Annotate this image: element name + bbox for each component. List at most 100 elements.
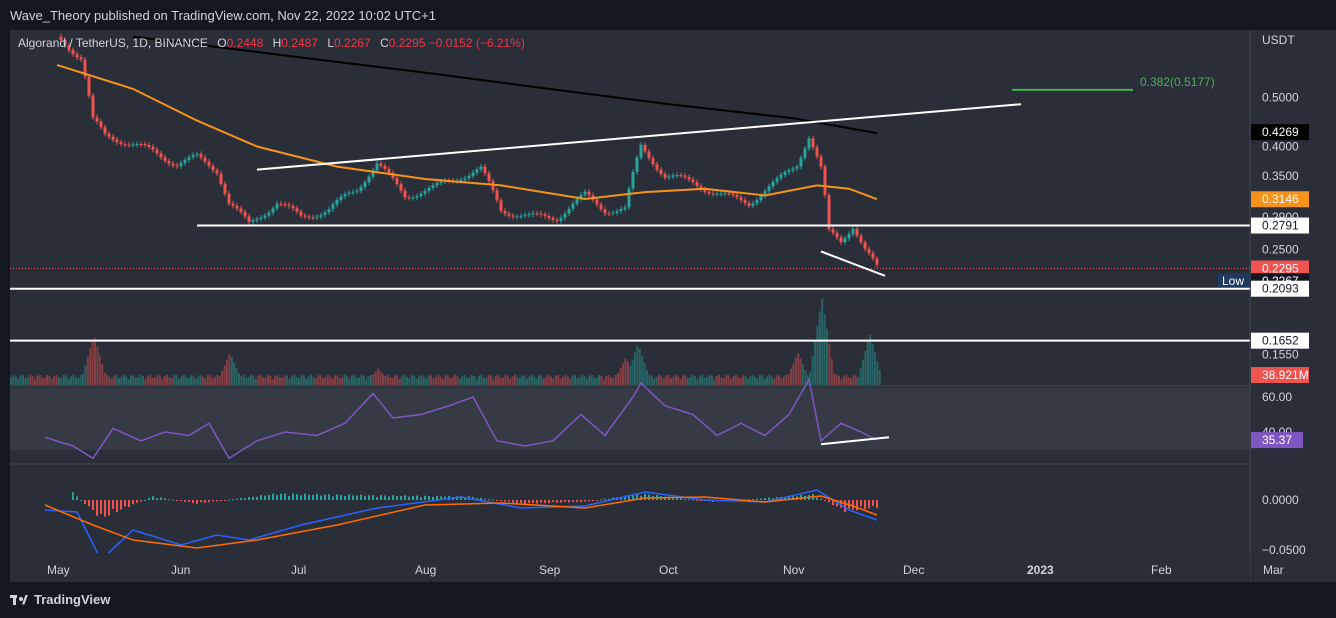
candle-body — [183, 159, 187, 164]
volume-bar — [499, 377, 502, 385]
macd-hist-bar — [816, 497, 818, 500]
volume-bar — [262, 377, 264, 385]
volume-bar — [432, 378, 435, 385]
volume-bar — [127, 379, 130, 385]
volume-bar — [209, 375, 212, 385]
macd-hist-bar — [324, 494, 326, 500]
macd-hist-bar — [636, 493, 638, 500]
candle-body — [547, 216, 551, 219]
candle-body — [435, 182, 439, 186]
volume-bar — [182, 374, 185, 385]
chart-frame[interactable] — [10, 30, 1336, 582]
macd-hist-bar — [424, 495, 426, 500]
volume-bar — [322, 378, 324, 385]
macd-hist-bar — [600, 499, 602, 501]
ema-line — [56, 63, 878, 201]
macd-hist-bar — [484, 498, 486, 500]
macd-hist-bar — [184, 500, 186, 502]
macd-hist-bar — [128, 500, 130, 508]
macd-hist-bar — [644, 493, 646, 500]
volume-bar — [62, 375, 65, 385]
candle-body — [619, 209, 623, 212]
volume-bar — [485, 377, 488, 385]
macd-tick: −0.0500 — [1262, 543, 1306, 557]
volume-bar — [612, 377, 615, 385]
macd-hist-bar — [824, 500, 826, 501]
candle-body — [639, 144, 643, 158]
volume-bar — [638, 348, 641, 385]
volume-bar — [374, 371, 377, 385]
x-tick-May: May — [47, 563, 70, 577]
volume-bar — [103, 372, 106, 385]
macd-hist-bar — [700, 500, 702, 501]
volume-bar — [734, 374, 737, 385]
volume-bar — [542, 378, 545, 385]
macd-hist-bar — [752, 499, 754, 501]
volume-histogram — [10, 298, 881, 385]
candle-body — [795, 166, 799, 169]
candle-body — [811, 138, 815, 148]
volume-bar — [490, 375, 492, 385]
macd-hist-bar — [372, 495, 374, 500]
volume-bar — [533, 376, 536, 385]
candle-body — [431, 185, 435, 188]
volume-bar — [420, 374, 423, 385]
volume-bar — [202, 376, 204, 385]
candle-body — [71, 50, 75, 55]
x-tick-Nov: Nov — [783, 563, 804, 577]
volume-bar — [77, 378, 80, 385]
candle-body — [103, 127, 107, 134]
macd-hist-bar — [320, 495, 322, 500]
macd-hist-bar — [364, 496, 366, 500]
volume-bar — [562, 376, 564, 385]
volume-bar — [74, 376, 77, 385]
candle-body — [583, 191, 587, 195]
volume-bar — [737, 377, 740, 385]
volume-bar — [754, 376, 756, 385]
volume-bar — [691, 374, 694, 385]
ema-label: 0.3146 — [1262, 192, 1299, 206]
volume-bar — [706, 377, 708, 385]
volume-bar — [682, 375, 684, 385]
macd-hist-bar — [268, 495, 270, 500]
volume-bar — [221, 370, 224, 385]
macd-hist-bar — [84, 500, 86, 504]
volume-bar — [830, 358, 833, 385]
candle-body — [83, 59, 87, 77]
volume-bar — [770, 376, 773, 385]
volume-bar — [101, 364, 104, 385]
candle-body — [95, 117, 99, 122]
volume-bar — [302, 375, 305, 385]
macd-hist-bar — [224, 500, 226, 501]
footer-brand[interactable]: TradingView — [10, 592, 110, 607]
macd-hist-bar — [176, 500, 178, 501]
macd-hist-bar — [188, 500, 190, 502]
volume-bar — [192, 375, 195, 385]
volume-bar — [713, 379, 716, 385]
volume-bar — [115, 375, 118, 385]
macd-hist-bar — [376, 496, 378, 500]
macd-hist-bar — [116, 500, 118, 513]
volume-bar — [840, 379, 843, 385]
volume-bar — [658, 374, 660, 385]
volume-bar — [492, 379, 495, 385]
volume-bar — [382, 374, 384, 385]
candle-body — [219, 173, 223, 184]
volume-bar — [422, 376, 425, 385]
x-tick-Mar: Mar — [1263, 563, 1284, 577]
close-label: C — [380, 36, 389, 50]
volume-bar — [134, 377, 137, 385]
macd-hist-bar — [524, 500, 526, 504]
volume-bar — [283, 375, 286, 385]
volume-bar — [194, 378, 197, 385]
candle-body — [271, 208, 275, 213]
volume-bar — [502, 377, 504, 385]
volume-bar — [370, 375, 372, 385]
volume-bar — [847, 377, 850, 385]
level-label-0.2791: 0.2791 — [1262, 219, 1299, 233]
volume-bar — [574, 375, 576, 385]
volume-bar — [787, 374, 790, 385]
candle-body — [651, 158, 655, 165]
x-tick-Jun: Jun — [171, 563, 190, 577]
